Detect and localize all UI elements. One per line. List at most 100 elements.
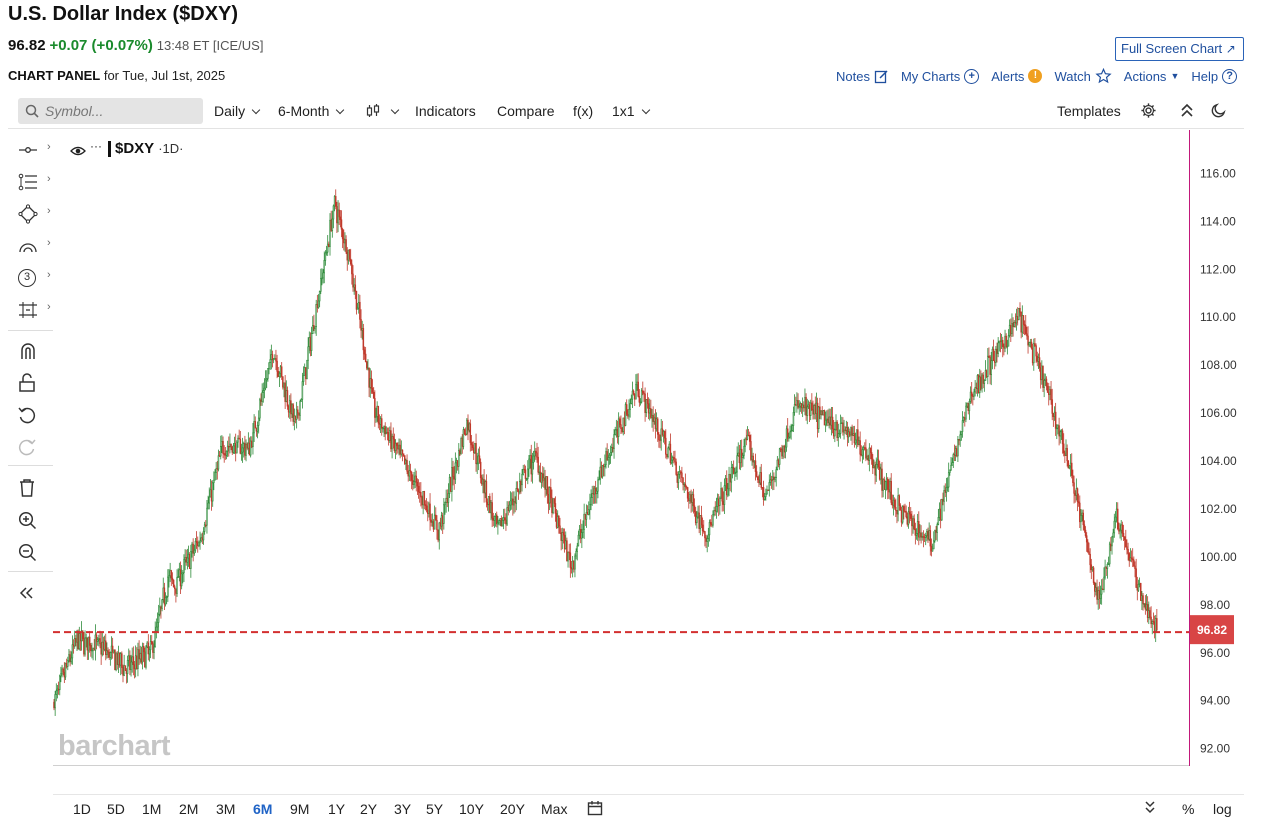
candle-body: [869, 447, 872, 453]
expand-arrow-icon: ›: [47, 237, 51, 249]
candle-body: [410, 471, 413, 481]
candle-body: [206, 507, 208, 526]
indicators-button[interactable]: Indicators: [415, 103, 476, 119]
symbol-search-input[interactable]: Symbol...: [18, 98, 203, 124]
candle-body: [645, 399, 647, 413]
settings-button[interactable]: [1140, 102, 1157, 122]
function-button[interactable]: f(x): [573, 103, 594, 119]
shape-tool[interactable]: ›: [18, 202, 51, 226]
counter-tool[interactable]: 3 ›: [18, 266, 51, 290]
candle-body: [429, 503, 431, 521]
candle-body: [658, 434, 660, 441]
lock-button[interactable]: [18, 371, 46, 395]
candle-body: [1096, 587, 1098, 600]
my-charts-link[interactable]: My Charts +: [901, 66, 980, 86]
date-range-button[interactable]: [587, 800, 603, 819]
fibonacci-tool[interactable]: ›: [18, 170, 51, 194]
candle-body: [278, 372, 281, 377]
collapse-sidebar-button[interactable]: [18, 581, 46, 605]
candle-body: [84, 637, 86, 655]
candle-body: [635, 384, 637, 400]
candle-body: [1003, 346, 1005, 349]
percent-scale-toggle[interactable]: %: [1182, 801, 1195, 817]
compare-button[interactable]: Compare: [497, 103, 555, 119]
range-10y[interactable]: 10Y: [459, 801, 484, 817]
candle-body: [946, 486, 949, 489]
range-5d[interactable]: 5D: [107, 801, 125, 817]
delete-drawings-button[interactable]: [18, 476, 46, 500]
expand-bottom-button[interactable]: [1144, 800, 1156, 817]
candle-type-icon: [366, 104, 380, 117]
candle-body: [904, 510, 906, 513]
range-2y[interactable]: 2Y: [360, 801, 378, 817]
templates-button[interactable]: Templates: [1057, 103, 1121, 119]
candle-body: [1153, 621, 1156, 632]
candle-body: [241, 447, 244, 453]
range-1y[interactable]: 1Y: [328, 801, 346, 817]
alerts-link[interactable]: Alerts !: [991, 66, 1043, 86]
range-9m[interactable]: 9M: [290, 801, 310, 817]
eye-icon[interactable]: [70, 145, 86, 157]
range-1m[interactable]: 1M: [142, 801, 162, 817]
range-2m[interactable]: 2M: [179, 801, 199, 817]
candle-body: [197, 542, 199, 547]
candle-body: [831, 416, 834, 430]
candle-body: [577, 534, 580, 547]
candle-body: [970, 391, 973, 397]
chart-canvas[interactable]: 116.00 114.00 112.00 110.00 108.00 106.00 104.…: [53, 130, 1244, 766]
redo-button[interactable]: [18, 435, 46, 459]
layout-dropdown[interactable]: 1x1: [612, 103, 649, 119]
zoom-out-button[interactable]: [18, 540, 46, 564]
range-20y[interactable]: 20Y: [500, 801, 525, 817]
candle-body: [815, 402, 818, 414]
range-dropdown[interactable]: 6-Month: [278, 103, 343, 119]
full-screen-chart-button[interactable]: Full Screen Chart ↗: [1115, 37, 1244, 61]
theme-toggle-button[interactable]: [1210, 102, 1227, 122]
candle-body: [923, 536, 926, 538]
candle-body: [586, 512, 589, 515]
watch-link[interactable]: Watch: [1054, 66, 1112, 86]
collapse-toolbar-button[interactable]: [1180, 102, 1194, 121]
candle-body: [216, 468, 219, 470]
range-6m[interactable]: 6M: [253, 801, 273, 817]
candle-body: [507, 507, 509, 511]
range-3y[interactable]: 3Y: [394, 801, 412, 817]
help-link[interactable]: Help ?: [1191, 66, 1238, 86]
chart-type-dropdown[interactable]: [366, 103, 398, 119]
legend-menu-dots[interactable]: ···: [90, 138, 102, 153]
interval-dropdown[interactable]: Daily: [214, 103, 259, 119]
candle-body: [413, 481, 415, 485]
candle-body: [1054, 411, 1057, 429]
range-1d[interactable]: 1D: [73, 801, 91, 817]
notes-link[interactable]: Notes: [836, 66, 889, 86]
candle-body: [310, 333, 313, 351]
zoom-in-button[interactable]: [18, 508, 46, 532]
candle-body: [202, 531, 205, 541]
actions-link[interactable]: Actions ▼: [1124, 66, 1180, 86]
range-3m[interactable]: 3M: [216, 801, 236, 817]
magnet-button[interactable]: [18, 339, 46, 363]
candle-body: [161, 599, 163, 609]
arc-tool[interactable]: ›: [18, 234, 51, 258]
candle-body: [1156, 618, 1158, 631]
candle-body: [392, 436, 394, 440]
candle-body: [914, 528, 917, 536]
candle-body: [369, 378, 371, 388]
candle-body: [1098, 590, 1101, 599]
expand-icon: ↗: [1225, 42, 1236, 56]
range-max[interactable]: Max: [541, 801, 568, 817]
candle-body: [93, 648, 95, 651]
candle-body: [1099, 593, 1102, 599]
log-scale-toggle[interactable]: log: [1213, 801, 1232, 817]
candle-body: [1010, 324, 1012, 334]
candle-body: [293, 415, 296, 422]
measure-tool[interactable]: ›: [18, 298, 51, 322]
candle-body: [985, 370, 988, 378]
range-5y[interactable]: 5Y: [426, 801, 444, 817]
price-chart[interactable]: 116.00 114.00 112.00 110.00 108.00 106.00 104.…: [53, 130, 1244, 766]
undo-button[interactable]: [18, 403, 46, 427]
crosshair-tool[interactable]: ›: [18, 138, 51, 162]
candle-body: [973, 391, 975, 397]
candle-body: [578, 528, 581, 536]
candle-body: [977, 375, 980, 394]
